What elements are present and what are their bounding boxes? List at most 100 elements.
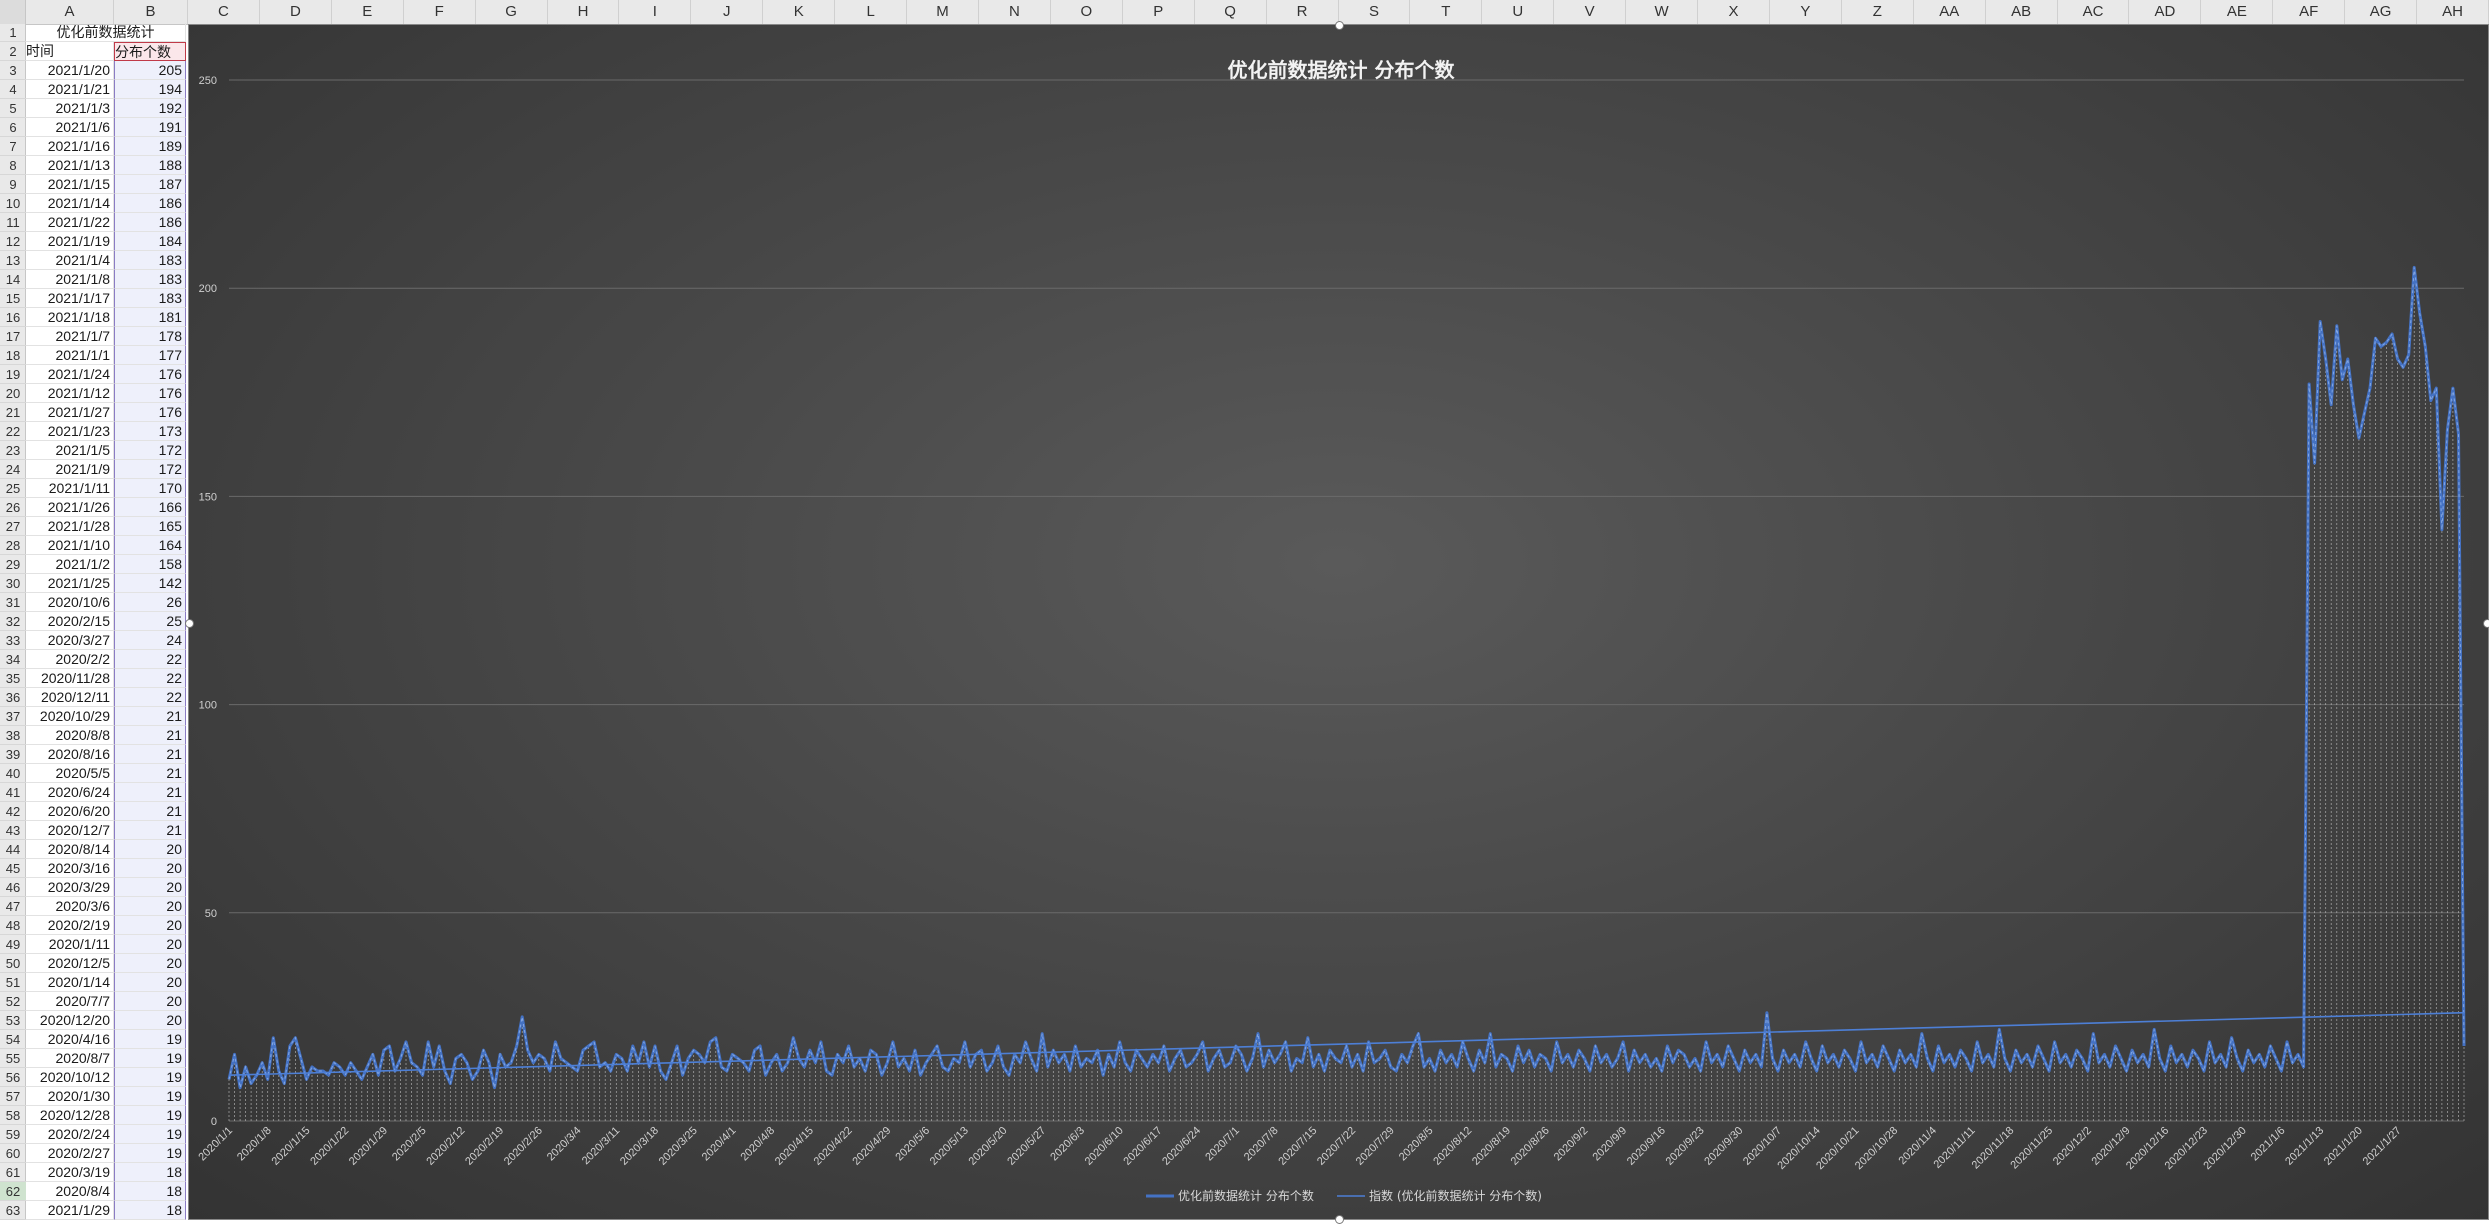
cell-b7[interactable]: 189 (114, 137, 186, 156)
row-header-53[interactable]: 53 (0, 1011, 26, 1030)
cell-a7[interactable]: 2021/1/16 (26, 137, 114, 156)
column-header-h[interactable]: H (548, 0, 620, 24)
cell-b60[interactable]: 19 (114, 1144, 186, 1163)
column-header-z[interactable]: Z (1842, 0, 1914, 24)
row-header-15[interactable]: 15 (0, 289, 26, 308)
cell-b9[interactable]: 187 (114, 175, 186, 194)
row-header-11[interactable]: 11 (0, 213, 26, 232)
row-header-43[interactable]: 43 (0, 821, 26, 840)
cell-a28[interactable]: 2021/1/10 (26, 536, 114, 555)
cell-b12[interactable]: 184 (114, 232, 186, 251)
row-header-45[interactable]: 45 (0, 859, 26, 878)
row-header-50[interactable]: 50 (0, 954, 26, 973)
cell-a14[interactable]: 2021/1/8 (26, 270, 114, 289)
cell-b49[interactable]: 20 (114, 935, 186, 954)
cell-b52[interactable]: 20 (114, 992, 186, 1011)
column-header-m[interactable]: M (907, 0, 979, 24)
cell-a63[interactable]: 2021/1/29 (26, 1201, 114, 1220)
cell-a62[interactable]: 2020/8/4 (26, 1182, 114, 1201)
cell-a55[interactable]: 2020/8/7 (26, 1049, 114, 1068)
cell-a29[interactable]: 2021/1/2 (26, 555, 114, 574)
cell-a4[interactable]: 2021/1/21 (26, 80, 114, 99)
cell-a34[interactable]: 2020/2/2 (26, 650, 114, 669)
row-header-35[interactable]: 35 (0, 669, 26, 688)
column-header-d[interactable]: D (260, 0, 332, 24)
row-header-60[interactable]: 60 (0, 1144, 26, 1163)
cell-b19[interactable]: 176 (114, 365, 186, 384)
cell-a57[interactable]: 2020/1/30 (26, 1087, 114, 1106)
chart-resize-handle-left[interactable] (185, 619, 194, 628)
column-header-y[interactable]: Y (1770, 0, 1842, 24)
cell-b59[interactable]: 19 (114, 1125, 186, 1144)
row-header-27[interactable]: 27 (0, 517, 26, 536)
cell-b28[interactable]: 164 (114, 536, 186, 555)
row-header-32[interactable]: 32 (0, 612, 26, 631)
cell-a49[interactable]: 2020/1/11 (26, 935, 114, 954)
chart-resize-handle-top[interactable] (1335, 21, 1344, 30)
cell-b22[interactable]: 173 (114, 422, 186, 441)
cell-b24[interactable]: 172 (114, 460, 186, 479)
row-header-26[interactable]: 26 (0, 498, 26, 517)
row-header-40[interactable]: 40 (0, 764, 26, 783)
row-header-1[interactable]: 1 (0, 23, 26, 42)
row-header-13[interactable]: 13 (0, 251, 26, 270)
row-header-20[interactable]: 20 (0, 384, 26, 403)
column-header-aa[interactable]: AA (1914, 0, 1986, 24)
row-header-21[interactable]: 21 (0, 403, 26, 422)
row-header-19[interactable]: 19 (0, 365, 26, 384)
cell-a19[interactable]: 2021/1/24 (26, 365, 114, 384)
cell-b56[interactable]: 19 (114, 1068, 186, 1087)
cell-b27[interactable]: 165 (114, 517, 186, 536)
row-header-46[interactable]: 46 (0, 878, 26, 897)
cell-a17[interactable]: 2021/1/7 (26, 327, 114, 346)
column-header-ad[interactable]: AD (2129, 0, 2202, 24)
column-header-e[interactable]: E (332, 0, 404, 24)
cell-b30[interactable]: 142 (114, 574, 186, 593)
column-header-q[interactable]: Q (1195, 0, 1267, 24)
column-header-k[interactable]: K (763, 0, 836, 24)
cell-b51[interactable]: 20 (114, 973, 186, 992)
cell-b13[interactable]: 183 (114, 251, 186, 270)
cell-b55[interactable]: 19 (114, 1049, 186, 1068)
cell-b31[interactable]: 26 (114, 593, 186, 612)
cell-b39[interactable]: 21 (114, 745, 186, 764)
column-header-o[interactable]: O (1051, 0, 1123, 24)
cell-a52[interactable]: 2020/7/7 (26, 992, 114, 1011)
cell-a27[interactable]: 2021/1/28 (26, 517, 114, 536)
row-header-44[interactable]: 44 (0, 840, 26, 859)
cell-a45[interactable]: 2020/3/16 (26, 859, 114, 878)
cell-a13[interactable]: 2021/1/4 (26, 251, 114, 270)
cell-b47[interactable]: 20 (114, 897, 186, 916)
row-header-38[interactable]: 38 (0, 726, 26, 745)
select-all-corner[interactable] (0, 0, 26, 24)
cell-a12[interactable]: 2021/1/19 (26, 232, 114, 251)
cell-a54[interactable]: 2020/4/16 (26, 1030, 114, 1049)
row-header-6[interactable]: 6 (0, 118, 26, 137)
cell-a11[interactable]: 2021/1/22 (26, 213, 114, 232)
column-header-c[interactable]: C (188, 0, 260, 24)
cell-a43[interactable]: 2020/12/7 (26, 821, 114, 840)
cell-a18[interactable]: 2021/1/1 (26, 346, 114, 365)
cell-a16[interactable]: 2021/1/18 (26, 308, 114, 327)
row-header-16[interactable]: 16 (0, 308, 26, 327)
column-header-f[interactable]: F (404, 0, 476, 24)
cell-a9[interactable]: 2021/1/15 (26, 175, 114, 194)
cell-a6[interactable]: 2021/1/6 (26, 118, 114, 137)
row-header-24[interactable]: 24 (0, 460, 26, 479)
cell-a53[interactable]: 2020/12/20 (26, 1011, 114, 1030)
cell-b40[interactable]: 21 (114, 764, 186, 783)
row-header-7[interactable]: 7 (0, 137, 26, 156)
column-header-ac[interactable]: AC (2058, 0, 2130, 24)
column-header-w[interactable]: W (1626, 0, 1699, 24)
cell-b8[interactable]: 188 (114, 156, 186, 175)
cell-a39[interactable]: 2020/8/16 (26, 745, 114, 764)
cell-b17[interactable]: 178 (114, 327, 186, 346)
cell-a33[interactable]: 2020/3/27 (26, 631, 114, 650)
cell-b54[interactable]: 19 (114, 1030, 186, 1049)
cell-a56[interactable]: 2020/10/12 (26, 1068, 114, 1087)
cell-b44[interactable]: 20 (114, 840, 186, 859)
row-header-22[interactable]: 22 (0, 422, 26, 441)
cell-b62[interactable]: 18 (114, 1182, 186, 1201)
row-header-55[interactable]: 55 (0, 1049, 26, 1068)
column-header-r[interactable]: R (1267, 0, 1339, 24)
